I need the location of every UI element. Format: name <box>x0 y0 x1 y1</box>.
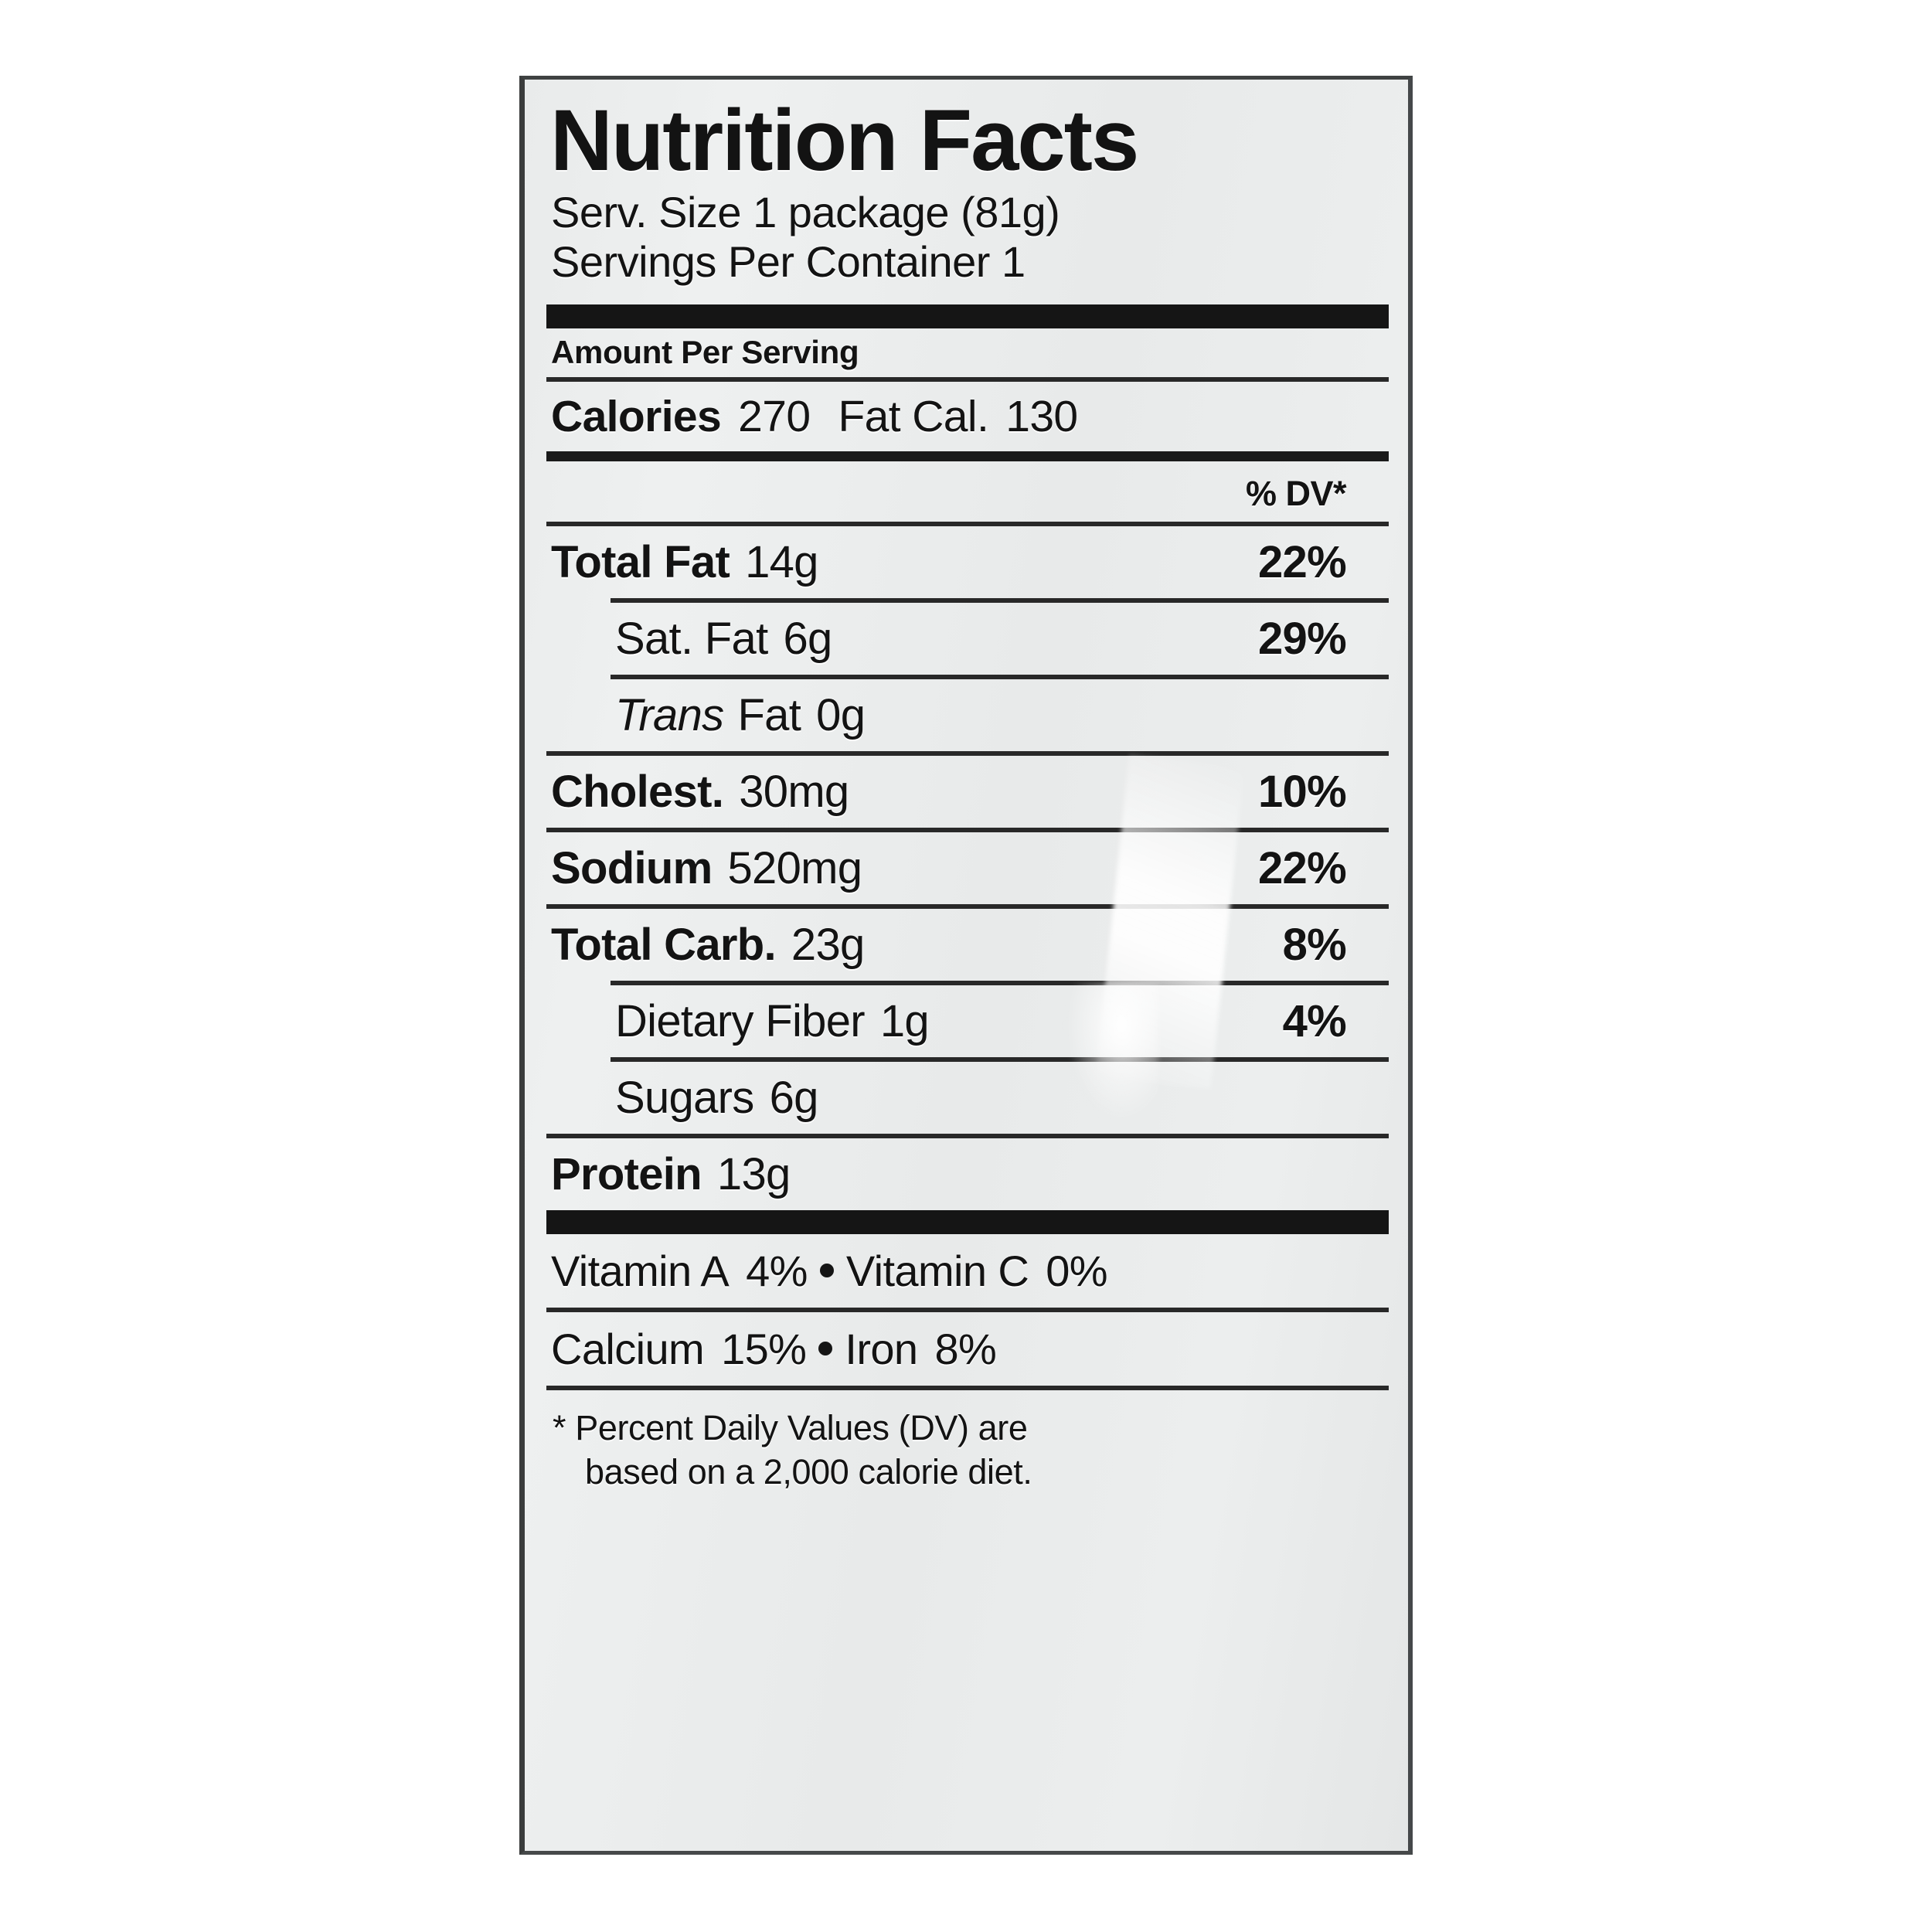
calories-row: Calories 270 Fat Cal. 130 <box>546 382 1389 451</box>
servings-per-container-text: Servings Per Container 1 <box>551 236 1026 286</box>
nutrient-row-total-fat: Total Fat 14g 22% <box>546 526 1389 598</box>
fat-calories-label: Fat Cal. <box>838 391 989 441</box>
micronutrient-left-value: 4% <box>746 1246 808 1295</box>
micronutrient-right-name: Vitamin C <box>845 1246 1029 1295</box>
nutrient-row-protein: Protein 13g <box>546 1138 1389 1210</box>
divider-micronutrient <box>546 1307 1389 1312</box>
nutrition-facts-panel: Nutrition Facts Serv. Size 1 package (81… <box>519 76 1413 1855</box>
divider-row <box>611 980 1389 985</box>
divider-above-calories <box>546 376 1389 382</box>
nutrient-row-cholest: Cholest. 30mg 10% <box>546 756 1389 828</box>
nutrient-name: Total Fat <box>551 536 730 587</box>
nutrient-row-sodium: Sodium 520mg 22% <box>546 832 1389 904</box>
divider-thick-top <box>546 304 1389 328</box>
nutrient-daily-value: 22% <box>1258 842 1347 893</box>
nutrient-daily-value: 22% <box>1258 536 1347 587</box>
divider-thick-bottom <box>546 1209 1389 1234</box>
nutrient-row-total-carb: Total Carb. 23g 8% <box>546 909 1389 981</box>
nutrient-amount: 6g <box>769 1072 819 1123</box>
nutrient-name: Cholest. <box>551 766 724 817</box>
micronutrient-left-name: Calcium <box>551 1324 705 1373</box>
nutrient-row-dietary-fiber: Dietary Fiber 1g 4% <box>546 985 1389 1057</box>
nutrient-row-trans: Trans Fat 0g <box>546 679 1389 751</box>
nutrient-table: Total Fat 14g 22% Sat. Fat 6g 29% Trans Fat 0g Ch… <box>546 526 1389 1210</box>
page-title: Nutrition Facts <box>550 92 1139 189</box>
amount-per-serving-label: Amount Per Serving <box>551 333 859 370</box>
nutrient-amount: 14g <box>745 536 818 587</box>
nutrient-row-sat-fat: Sat. Fat 6g 29% <box>546 603 1389 675</box>
footnote-line-2: based on a 2,000 calorie diet. <box>585 1452 1032 1492</box>
nutrient-name: Protein <box>551 1148 702 1199</box>
nutrition-facts-content: Nutrition Facts Serv. Size 1 package (81… <box>546 80 1389 1513</box>
footnote-line-1: * Percent Daily Values (DV) are <box>553 1407 1028 1447</box>
daily-value-footnote: * Percent Daily Values (DV) are based on… <box>546 1390 1389 1513</box>
nutrient-daily-value: 29% <box>1258 613 1347 664</box>
nutrient-amount: 520mg <box>727 842 862 893</box>
nutrient-amount: 23g <box>791 919 865 970</box>
divider-above-footnote <box>546 1385 1389 1390</box>
nutrient-name: Sugars <box>615 1072 754 1123</box>
divider-row <box>546 1133 1389 1138</box>
micronutrient-right-value: 0% <box>1046 1246 1107 1295</box>
divider-row <box>546 750 1389 756</box>
divider-row <box>611 674 1389 679</box>
bullet-separator-icon <box>818 1341 833 1355</box>
nutrient-name: Sat. Fat <box>615 613 768 664</box>
nutrient-name: Sodium <box>551 842 713 893</box>
micronutrient-row-1: Vitamin A 4% Vitamin C 0% <box>546 1234 1389 1308</box>
nutrient-name: Total Carb. <box>551 919 777 970</box>
serving-size-text: Serv. Size 1 package (81g) <box>551 188 1060 237</box>
micronutrient-row-2: Calcium 15% Iron 8% <box>546 1312 1389 1386</box>
micronutrient-right-value: 8% <box>934 1324 997 1373</box>
divider-row <box>611 1056 1389 1062</box>
nutrient-daily-value: 10% <box>1258 766 1347 817</box>
divider-row <box>611 597 1389 603</box>
divider-below-dv-header <box>546 521 1389 526</box>
micronutrient-table: Vitamin A 4% Vitamin C 0% Calcium 15% Iron 8% <box>546 1234 1389 1386</box>
micronutrient-left-name: Vitamin A <box>551 1246 730 1295</box>
nutrient-amount: 13g <box>716 1148 791 1199</box>
divider-below-calories <box>546 451 1389 461</box>
nutrient-daily-value: 4% <box>1282 995 1347 1046</box>
micronutrient-left-value: 15% <box>721 1324 807 1373</box>
micronutrient-right-name: Iron <box>845 1324 918 1373</box>
nutrient-amount: 6g <box>783 613 833 664</box>
daily-value-header: % DV* <box>1245 473 1347 513</box>
nutrient-amount: 0g <box>816 689 866 740</box>
nutrient-name: Trans <box>615 689 724 740</box>
divider-row <box>546 903 1389 909</box>
nutrient-daily-value: 8% <box>1282 919 1347 970</box>
nutrient-row-sugars: Sugars 6g <box>546 1062 1389 1134</box>
nutrient-amount: 1g <box>879 995 930 1046</box>
nutrient-amount: 30mg <box>739 766 849 817</box>
bullet-separator-icon <box>819 1263 834 1277</box>
divider-row <box>546 827 1389 832</box>
calories-value: 270 <box>738 391 811 441</box>
nutrient-name-continued: Fat <box>737 689 801 740</box>
calories-label: Calories <box>551 391 722 441</box>
fat-calories-value: 130 <box>1005 391 1078 441</box>
nutrient-name: Dietary Fiber <box>615 995 866 1046</box>
